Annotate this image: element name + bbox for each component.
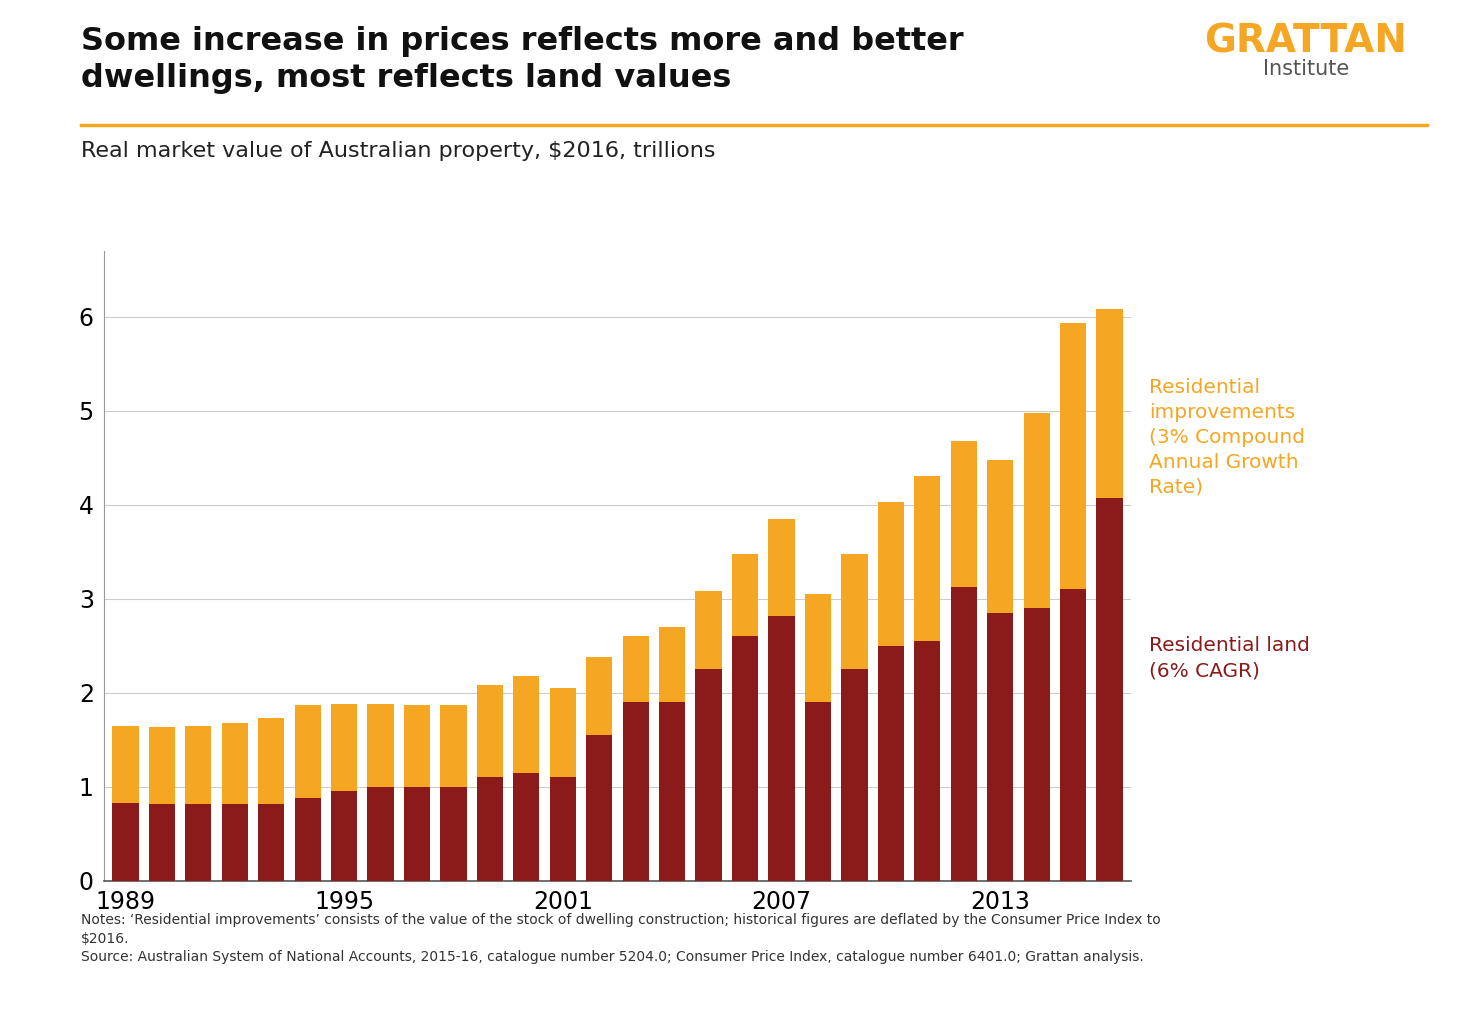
Text: Residential land
(6% CAGR): Residential land (6% CAGR) — [1149, 636, 1310, 680]
Bar — [112, 803, 139, 881]
Bar — [769, 615, 794, 881]
Bar — [404, 786, 430, 881]
Bar — [1060, 589, 1086, 881]
Text: GRATTAN: GRATTAN — [1204, 23, 1408, 60]
Bar — [257, 718, 284, 804]
Bar — [513, 676, 540, 772]
Bar — [586, 735, 612, 881]
Text: Some increase in prices reflects more and better: Some increase in prices reflects more an… — [81, 26, 964, 56]
Bar — [877, 502, 904, 646]
Bar — [149, 727, 175, 804]
Bar — [222, 804, 248, 881]
Bar — [513, 772, 540, 881]
Bar — [805, 702, 831, 881]
Bar — [257, 804, 284, 881]
Bar — [441, 705, 466, 786]
Text: dwellings, most reflects land values: dwellings, most reflects land values — [81, 63, 732, 94]
Bar — [1096, 309, 1123, 498]
Text: Residential
improvements
(3% Compound
Annual Growth
Rate): Residential improvements (3% Compound An… — [1149, 378, 1304, 497]
Bar — [331, 792, 358, 881]
Bar — [732, 554, 759, 636]
Bar — [769, 519, 794, 615]
Text: Notes: ‘Residential improvements’ consists of the value of the stock of dwelling: Notes: ‘Residential improvements’ consis… — [81, 913, 1161, 965]
Bar — [695, 591, 722, 669]
Text: Institute: Institute — [1263, 59, 1349, 80]
Bar — [986, 612, 1013, 881]
Bar — [660, 627, 685, 702]
Bar — [185, 804, 211, 881]
Bar — [1096, 498, 1123, 881]
Bar — [476, 777, 503, 881]
Bar — [550, 777, 575, 881]
Bar — [695, 669, 722, 881]
Bar — [986, 461, 1013, 612]
Bar — [951, 440, 978, 588]
Bar — [586, 657, 612, 735]
Bar — [1060, 324, 1086, 589]
Bar — [951, 588, 978, 881]
Bar — [149, 804, 175, 881]
Bar — [914, 476, 941, 641]
Bar — [441, 786, 466, 881]
Bar — [550, 688, 575, 777]
Bar — [1023, 413, 1050, 608]
Bar — [623, 636, 649, 702]
Bar — [331, 703, 358, 792]
Bar — [294, 798, 321, 881]
Bar — [222, 723, 248, 804]
Bar — [805, 594, 831, 702]
Bar — [914, 641, 941, 881]
Text: Real market value of Australian property, $2016, trillions: Real market value of Australian property… — [81, 141, 716, 162]
Bar — [112, 726, 139, 803]
Bar — [367, 786, 393, 881]
Bar — [660, 702, 685, 881]
Bar — [404, 705, 430, 786]
Bar — [1023, 608, 1050, 881]
Bar — [732, 636, 759, 881]
Bar — [877, 646, 904, 881]
Bar — [623, 702, 649, 881]
Bar — [294, 705, 321, 798]
Bar — [185, 726, 211, 804]
Bar — [842, 554, 868, 669]
Bar — [367, 703, 393, 786]
Bar — [476, 685, 503, 777]
Bar — [842, 669, 868, 881]
